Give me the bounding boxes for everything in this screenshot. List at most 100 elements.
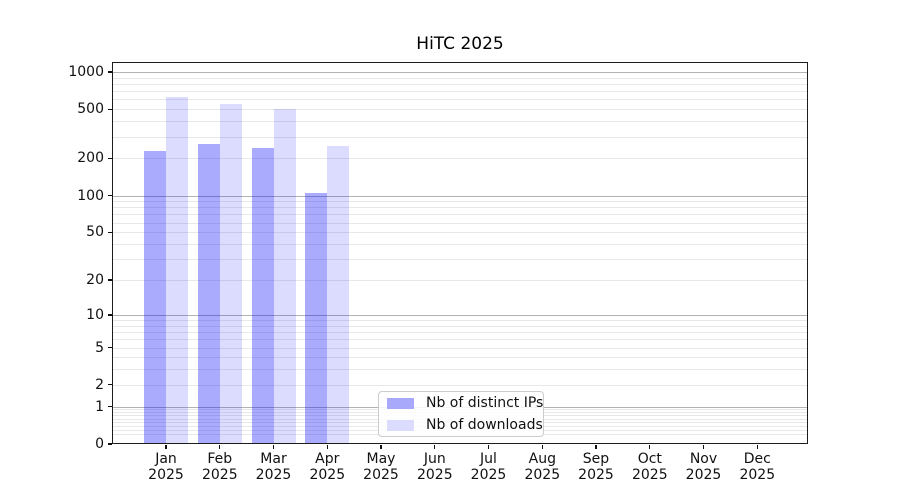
- legend-swatch-distinct-ips: [387, 397, 414, 409]
- gridline-minor: [113, 77, 807, 79]
- y-tick: [108, 443, 112, 445]
- x-tick-month: Nov: [689, 451, 718, 467]
- gridline-minor: [113, 259, 807, 261]
- legend-label-downloads: Nb of downloads: [426, 417, 543, 433]
- y-tick-label: 50: [86, 224, 104, 241]
- y-tick-label: 500: [77, 101, 104, 118]
- chart-title: HiTC 2025: [416, 34, 504, 54]
- y-tick: [108, 157, 112, 160]
- gridline-major: [113, 71, 807, 73]
- x-tick-month: May: [366, 451, 396, 467]
- gridline-minor: [113, 244, 807, 245]
- x-tick-year: 2025: [631, 467, 668, 483]
- x-tick-label-sep: Sep 2025: [561, 451, 631, 483]
- x-tick-month: Jul: [480, 451, 497, 467]
- bar-distinct-ips-jan: [144, 150, 166, 444]
- x-tick: [756, 445, 758, 449]
- y-tick: [108, 279, 112, 281]
- gridline-minor: [113, 109, 807, 111]
- gridline-minor: [113, 99, 807, 101]
- x-tick-year: 2025: [685, 467, 722, 483]
- x-tick: [326, 445, 328, 449]
- y-tick-label: 2: [95, 376, 104, 393]
- x-tick: [541, 445, 543, 449]
- y-tick: [108, 194, 112, 197]
- bar-downloads-mar: [273, 108, 296, 444]
- y-tick-label: 0: [95, 436, 104, 452]
- gridline-minor: [113, 207, 807, 209]
- x-tick: [595, 445, 597, 449]
- x-tick-year: 2025: [363, 467, 399, 483]
- y-tick: [108, 346, 112, 349]
- y-tick-label: 200: [77, 150, 104, 167]
- y-tick: [108, 406, 112, 408]
- x-tick-year: 2025: [524, 467, 561, 483]
- x-tick-label-may: May 2025: [346, 451, 416, 483]
- y-tick: [108, 231, 112, 233]
- x-tick: [380, 445, 382, 449]
- y-tick: [108, 108, 112, 110]
- x-tick: [434, 445, 436, 449]
- bar-downloads-jan: [166, 97, 188, 444]
- y-tick-label: 10: [86, 306, 104, 323]
- x-tick-year: 2025: [255, 467, 292, 483]
- gridline-minor: [113, 332, 807, 333]
- y-tick: [108, 384, 112, 386]
- bar-downloads-apr: [327, 145, 350, 444]
- x-tick-month: Mar: [260, 451, 287, 467]
- x-tick-year: 2025: [416, 467, 453, 483]
- y-tick-label: 20: [86, 272, 104, 288]
- x-tick-label-aug: Aug 2025: [507, 451, 577, 483]
- gridline-minor: [113, 369, 807, 371]
- gridline-minor: [113, 121, 807, 123]
- x-tick-year: 2025: [578, 467, 614, 483]
- gridline-minor: [113, 325, 807, 327]
- gridline-minor: [113, 347, 807, 349]
- x-tick: [272, 445, 275, 449]
- x-tick-year: 2025: [470, 467, 507, 483]
- bar-distinct-ips-mar: [251, 148, 274, 444]
- legend-item-downloads: Nb of downloads: [387, 415, 543, 436]
- legend-swatch-downloads: [387, 419, 414, 431]
- gridline-minor: [113, 222, 807, 224]
- x-tick-month: Apr: [315, 451, 340, 467]
- x-tick-label-dec: Dec 2025: [722, 451, 792, 483]
- x-tick-year: 2025: [739, 467, 776, 483]
- gridline-major: [113, 314, 807, 316]
- gridline-minor: [113, 384, 807, 386]
- x-tick: [702, 445, 705, 449]
- x-tick-label-nov: Nov 2025: [669, 451, 739, 483]
- x-tick-label-oct: Oct 2025: [615, 451, 685, 483]
- x-tick-year: 2025: [201, 467, 238, 483]
- legend-item-distinct-ips: Nb of distinct IPs: [387, 393, 543, 414]
- gridline-minor: [113, 136, 807, 138]
- x-tick-label-mar: Mar 2025: [239, 451, 309, 483]
- gridline-minor: [113, 320, 807, 321]
- x-tick-month: Feb: [207, 451, 233, 467]
- gridline-minor: [113, 158, 807, 160]
- x-tick-year: 2025: [309, 467, 346, 483]
- bar-distinct-ips-feb: [197, 144, 220, 444]
- x-tick-month: Jan: [155, 451, 177, 467]
- x-tick-month: Oct: [637, 451, 662, 467]
- bar-distinct-ips-apr: [305, 192, 328, 444]
- gridline-minor: [113, 91, 807, 93]
- x-tick-month: Aug: [528, 451, 556, 467]
- gridline-major: [113, 195, 807, 197]
- x-tick-year: 2025: [148, 467, 184, 483]
- x-tick-label-apr: Apr 2025: [292, 451, 362, 483]
- legend: Nb of distinct IPs Nb of downloads: [378, 391, 544, 437]
- y-tick: [108, 314, 112, 316]
- bar-downloads-feb: [219, 104, 242, 444]
- gridline-minor: [113, 339, 807, 341]
- legend-label-distinct-ips: Nb of distinct IPs: [426, 395, 544, 411]
- x-tick-month: Sep: [582, 451, 610, 467]
- x-tick-month: Dec: [743, 451, 771, 467]
- gridline-minor: [113, 232, 807, 234]
- x-tick: [165, 445, 167, 449]
- gridline-minor: [113, 83, 807, 85]
- x-tick-label-jan: Jan 2025: [131, 451, 201, 483]
- x-tick-month: Jun: [423, 451, 446, 467]
- gridline-minor: [113, 357, 807, 359]
